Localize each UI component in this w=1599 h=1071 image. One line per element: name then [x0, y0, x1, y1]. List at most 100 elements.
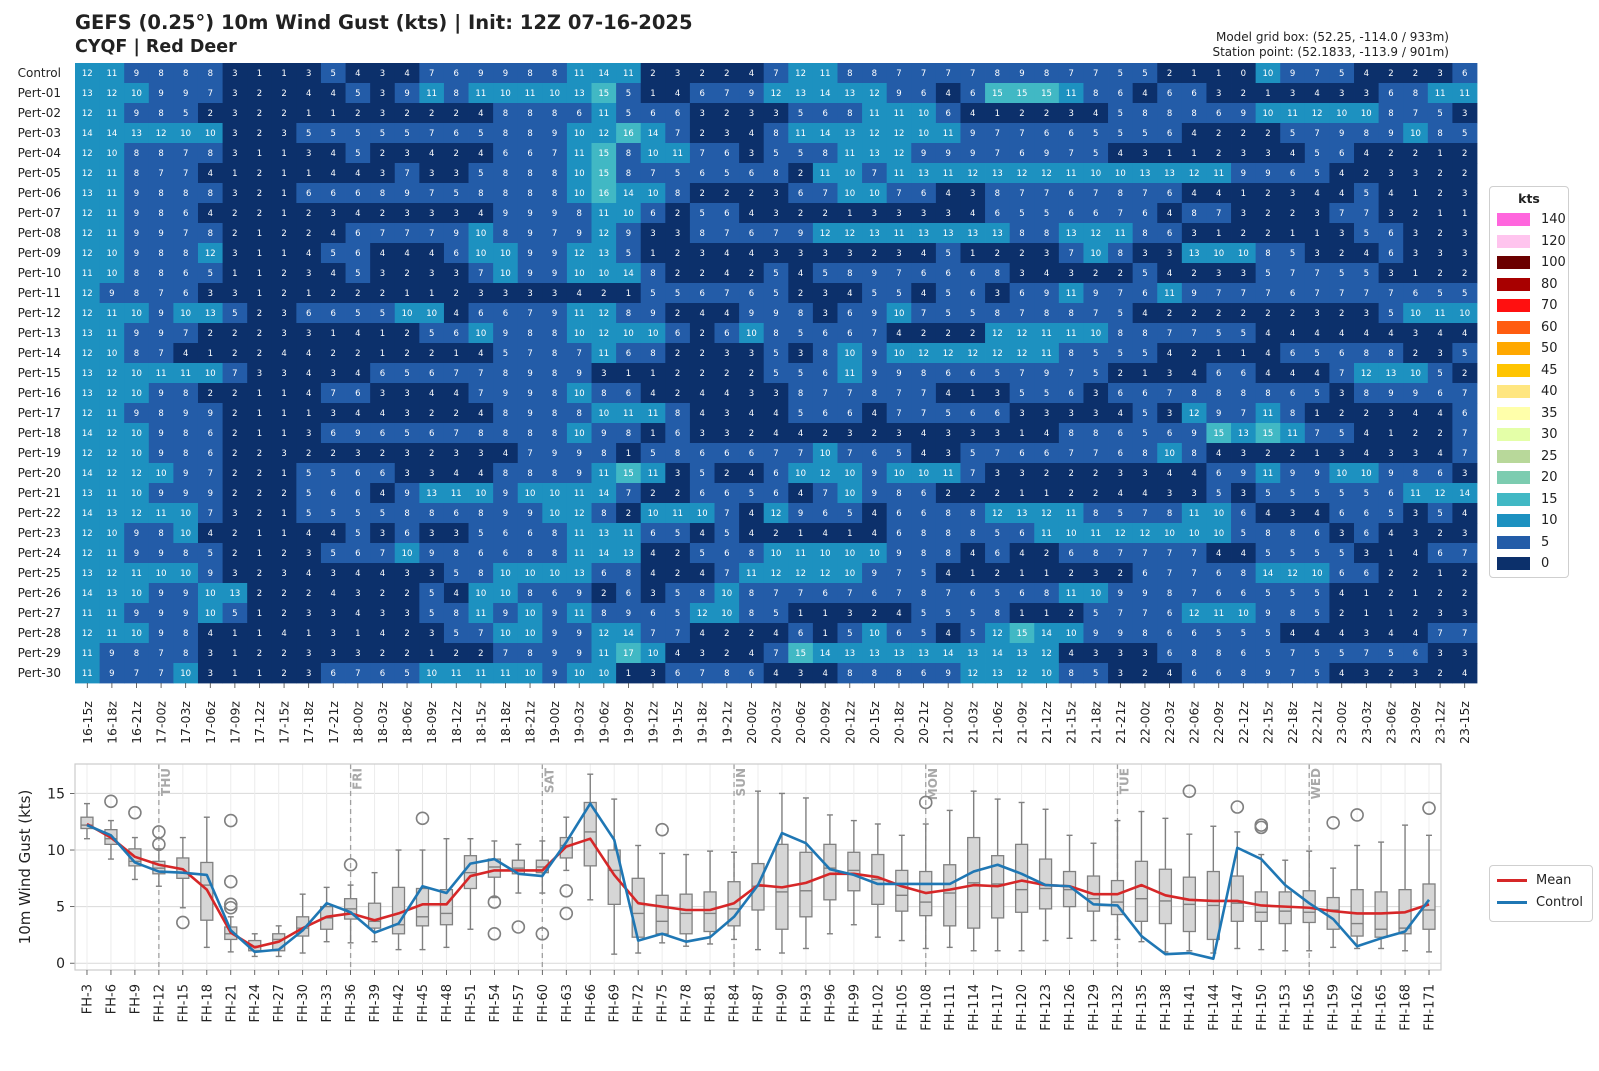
- heatmap-cell: [665, 143, 691, 164]
- heatmap-cell: [763, 103, 789, 124]
- heatmap-cell: [370, 63, 396, 84]
- heatmap-cell: [1132, 163, 1158, 184]
- legend-label: Control: [1536, 894, 1583, 910]
- heatmap-cell: [1009, 163, 1035, 184]
- heatmap-cell-label: 8: [699, 229, 704, 239]
- heatmap-cell: [296, 103, 322, 124]
- box-iqr: [439, 888, 454, 926]
- heatmap-cell: [788, 243, 814, 264]
- heatmap-cell-label: 8: [380, 189, 385, 199]
- heatmap-cell-label: 8: [158, 189, 163, 199]
- heatmap-cell-label: 13: [992, 229, 1003, 239]
- heatmap-cell-label: 3: [454, 169, 459, 179]
- heatmap-cell: [1157, 223, 1183, 244]
- heatmap-cell: [1108, 163, 1134, 184]
- heatmap-cell: [542, 143, 568, 164]
- x-tick-label: FH-15: [176, 984, 191, 1023]
- heatmap-cell: [542, 183, 568, 204]
- heatmap-cell: [222, 63, 248, 84]
- heatmap-cell-label: 8: [1167, 109, 1172, 119]
- heatmap-cell: [837, 243, 863, 264]
- heatmap-cell: [1108, 103, 1134, 124]
- heatmap-cell: [935, 63, 961, 84]
- heatmap-cell-label: 2: [1462, 149, 1467, 159]
- heatmap-cell: [542, 243, 568, 264]
- heatmap-cell: [960, 103, 986, 124]
- heatmap-cell-label: 9: [478, 69, 483, 79]
- heatmap-cell: [1132, 83, 1158, 104]
- heatmap-cell-label: 5: [1437, 109, 1442, 119]
- heatmap-cell-label: 10: [623, 209, 634, 219]
- heatmap-cell: [935, 123, 961, 144]
- colorbar-swatch: [1496, 341, 1531, 357]
- heatmap-cell: [493, 203, 519, 224]
- heatmap-cell-label: 4: [331, 169, 336, 179]
- heatmap-cell: [247, 123, 273, 144]
- heatmap-cell-label: 2: [1339, 249, 1344, 259]
- heatmap-cell: [788, 223, 814, 244]
- heatmap-cell-label: 9: [1019, 69, 1024, 79]
- heatmap-cell-label: 2: [257, 169, 262, 179]
- heatmap-cell-label: 7: [1093, 69, 1098, 79]
- heatmap-cell-label: 6: [1044, 129, 1049, 139]
- heatmap-cell-label: 3: [1290, 189, 1295, 199]
- heatmap-cell: [591, 83, 617, 104]
- heatmap-cell-label: 2: [798, 209, 803, 219]
- heatmap-cell-label: 11: [525, 89, 536, 99]
- heatmap-cell: [1255, 63, 1281, 84]
- heatmap-cell-label: 11: [106, 189, 117, 199]
- heatmap-cell: [1206, 83, 1232, 104]
- heatmap-cell: [124, 103, 150, 124]
- heatmap-cell-label: 7: [429, 229, 434, 239]
- heatmap-cell-label: 3: [1437, 69, 1442, 79]
- heatmap-cell: [1206, 103, 1232, 124]
- heatmap-cell: [886, 143, 912, 164]
- heatmap-cell-label: 8: [552, 169, 557, 179]
- heatmap-cell: [960, 123, 986, 144]
- heatmap-cell-label: 11: [426, 89, 437, 99]
- heatmap-cell: [148, 203, 174, 224]
- heatmap-cell-label: 4: [749, 69, 754, 79]
- heatmap-cell: [911, 243, 937, 264]
- heatmap-cell: [960, 223, 986, 244]
- heatmap-cell-label: 0: [1241, 69, 1246, 79]
- heatmap-cell: [1378, 123, 1404, 144]
- heatmap-cell: [1403, 223, 1429, 244]
- heatmap-cell: [812, 143, 838, 164]
- legend-line: [1497, 878, 1527, 882]
- heatmap-cell-label: 4: [404, 249, 409, 259]
- x-tick-label: FH-105: [895, 984, 910, 1031]
- heatmap-cell-label: 9: [404, 189, 409, 199]
- heatmap-cell: [394, 223, 420, 244]
- heatmap-cell: [689, 123, 715, 144]
- heatmap-cell: [468, 163, 494, 184]
- heatmap-cell: [1403, 163, 1429, 184]
- heatmap-cell: [517, 143, 543, 164]
- heatmap-cell-label: 15: [598, 169, 609, 179]
- heatmap-cell-label: 13: [131, 129, 142, 139]
- day-marker-label: THU: [159, 768, 173, 796]
- heatmap-cell: [124, 83, 150, 104]
- heatmap-cell-label: 7: [1314, 129, 1319, 139]
- heatmap-cell: [1378, 83, 1404, 104]
- heatmap-cell: [1132, 203, 1158, 224]
- heatmap-cell-label: 5: [945, 249, 950, 259]
- heatmap-cell: [566, 163, 592, 184]
- heatmap-cell: [1304, 203, 1330, 224]
- heatmap-cell: [1378, 163, 1404, 184]
- x-tick-label: FH-63: [560, 984, 575, 1023]
- heatmap-cell: [173, 103, 199, 124]
- heatmap-cell: [1181, 63, 1207, 84]
- heatmap-cell-label: 12: [82, 169, 93, 179]
- heatmap-cell: [566, 83, 592, 104]
- heatmap-cell: [665, 63, 691, 84]
- heatmap-cell-label: 12: [894, 149, 905, 159]
- heatmap-cell-label: 6: [454, 129, 459, 139]
- heatmap-cell-label: 5: [798, 109, 803, 119]
- heatmap-cell: [788, 83, 814, 104]
- heatmap-cell-label: 1: [1462, 209, 1467, 219]
- heatmap-cell-label: 6: [1142, 209, 1147, 219]
- heatmap-cell-label: 4: [331, 149, 336, 159]
- heatmap-cell-label: 10: [844, 169, 855, 179]
- heatmap-cell-label: 11: [1115, 229, 1126, 239]
